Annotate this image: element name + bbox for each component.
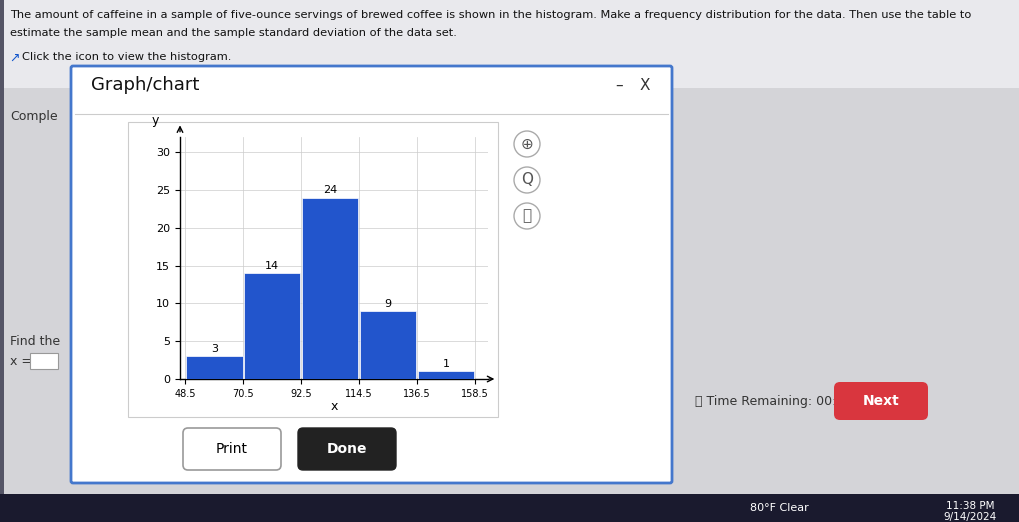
Text: The amount of caffeine in a sample of five-ounce servings of brewed coffee is sh: The amount of caffeine in a sample of fi… xyxy=(10,10,970,20)
Bar xyxy=(360,311,416,379)
Text: ⊕: ⊕ xyxy=(520,136,533,151)
Bar xyxy=(0,0,1019,88)
FancyBboxPatch shape xyxy=(71,66,672,483)
Circle shape xyxy=(514,131,539,157)
Text: 11:38 PM: 11:38 PM xyxy=(945,501,994,511)
Text: 1: 1 xyxy=(442,359,449,369)
Text: 9/14/2024: 9/14/2024 xyxy=(943,512,996,522)
Bar xyxy=(244,273,301,379)
Text: ⓘ Time Remaining: 00:20:48: ⓘ Time Remaining: 00:20:48 xyxy=(694,395,871,408)
Text: 9: 9 xyxy=(384,299,391,309)
Bar xyxy=(0,0,4,522)
Bar xyxy=(185,357,243,379)
Text: 24: 24 xyxy=(323,185,337,195)
Bar xyxy=(75,70,667,112)
Text: Comple: Comple xyxy=(10,110,57,123)
Bar xyxy=(0,88,1019,522)
Circle shape xyxy=(514,203,539,229)
X-axis label: x: x xyxy=(330,400,337,413)
Bar xyxy=(417,372,474,379)
Text: Find the: Find the xyxy=(10,335,60,348)
Text: 14: 14 xyxy=(265,261,279,271)
Text: Click the icon to view the histogram.: Click the icon to view the histogram. xyxy=(22,52,231,62)
Text: 80°F Clear: 80°F Clear xyxy=(749,503,808,513)
Bar xyxy=(127,122,497,417)
Text: Print: Print xyxy=(216,442,248,456)
Text: Done: Done xyxy=(326,442,367,456)
FancyBboxPatch shape xyxy=(834,382,927,420)
Text: x =: x = xyxy=(10,355,32,368)
Bar xyxy=(30,353,58,369)
Text: X: X xyxy=(639,78,650,93)
Text: estimate the sample mean and the sample standard deviation of the data set.: estimate the sample mean and the sample … xyxy=(10,28,457,38)
Bar xyxy=(0,494,1019,522)
Text: –: – xyxy=(614,78,622,93)
Text: 3: 3 xyxy=(211,344,217,354)
Text: y: y xyxy=(152,114,159,127)
Text: ⧉: ⧉ xyxy=(522,208,531,223)
Text: Q: Q xyxy=(521,172,533,187)
Circle shape xyxy=(514,167,539,193)
Text: ↗: ↗ xyxy=(9,52,19,65)
FancyBboxPatch shape xyxy=(298,428,395,470)
Bar xyxy=(302,197,358,379)
Text: Next: Next xyxy=(862,394,899,408)
Text: Graph/chart: Graph/chart xyxy=(91,76,199,94)
FancyBboxPatch shape xyxy=(182,428,280,470)
